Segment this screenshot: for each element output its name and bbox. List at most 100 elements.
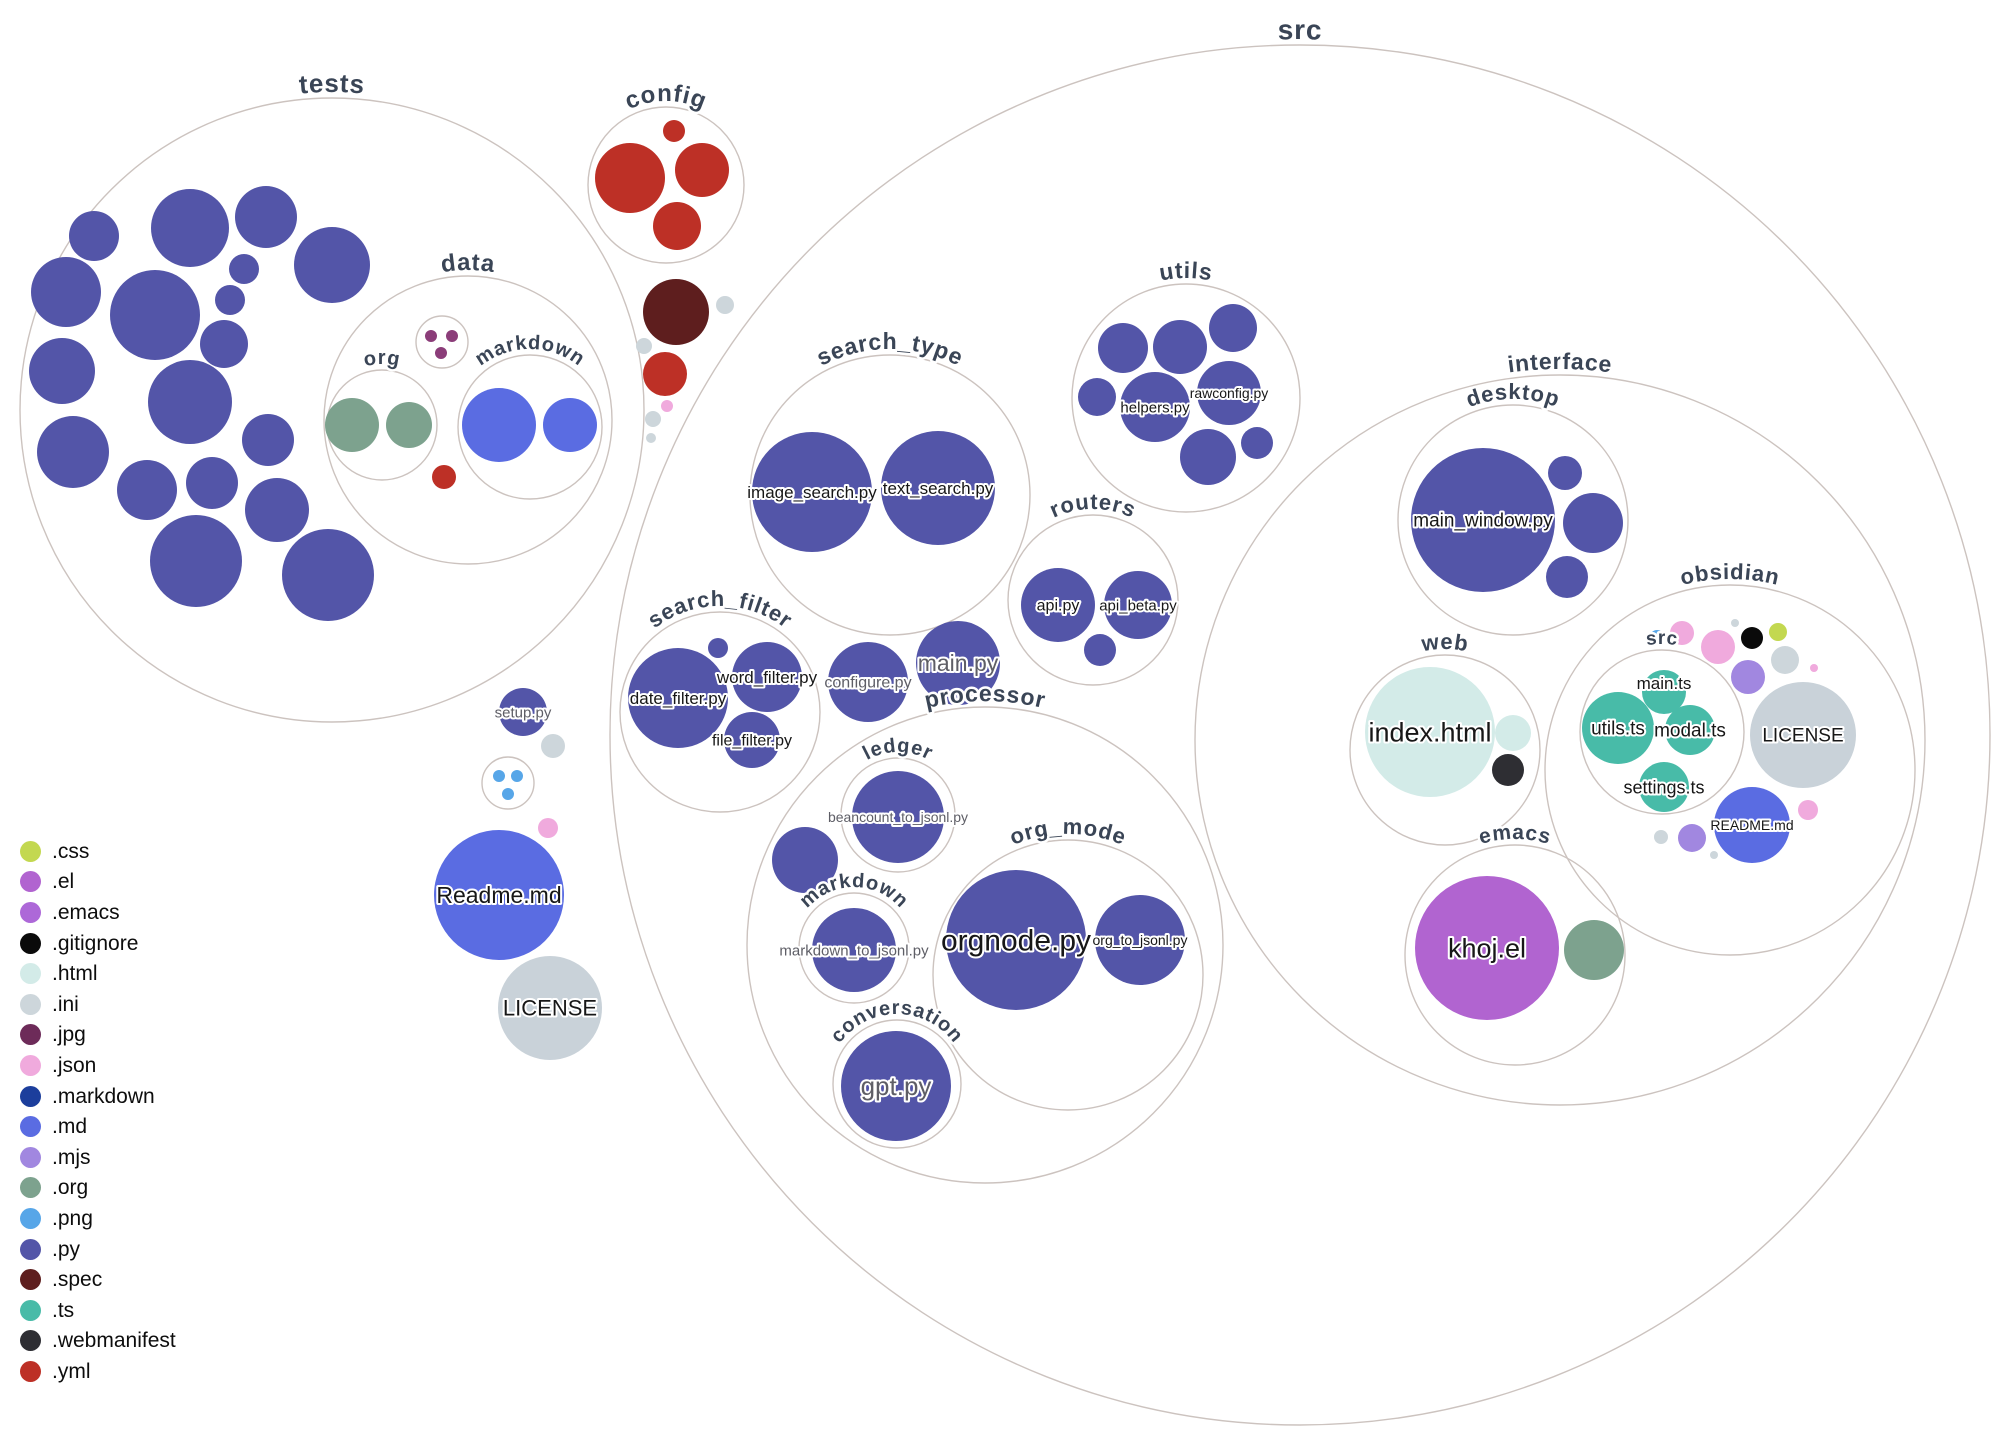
- file-api-py: [1021, 568, 1095, 642]
- folder-src: [609, 44, 1991, 1426]
- folder-label-utils: utils: [1157, 257, 1214, 286]
- folder-label-org_mode: org_mode: [1006, 814, 1130, 850]
- file-py-file: [117, 460, 177, 520]
- folder-label-web: web: [1419, 629, 1471, 656]
- file-py-file: [31, 257, 101, 327]
- file-json-file: [1810, 664, 1818, 672]
- file-setup-py: [499, 688, 547, 736]
- file-label-modal-ts: modal.ts: [1654, 721, 1726, 742]
- file-ini-file: [646, 433, 656, 443]
- folder-png-pack: [481, 756, 535, 810]
- file-ini-file: [645, 411, 661, 427]
- file-json-file: [1670, 621, 1694, 645]
- folder-tests: [19, 97, 645, 723]
- file-yml-file: [675, 143, 729, 197]
- file-jpg-file: [446, 330, 458, 342]
- file-labels: setup.py Readme.md LICENSE image_search.py t…: [434, 383, 1845, 1103]
- file-mjs-file: [1731, 660, 1765, 694]
- legend-item-yml: .yml: [20, 1356, 176, 1387]
- file-yml-file: [653, 202, 701, 250]
- file-png-file: [511, 770, 523, 782]
- legend-label-webmanifest: .webmanifest: [52, 1329, 176, 1353]
- legend-label-png: .png: [52, 1206, 93, 1230]
- file-py-file: [1180, 429, 1236, 485]
- file-label-api-py: api.py: [1037, 598, 1080, 615]
- file-ini-file: [1654, 830, 1668, 844]
- file-label-main-window-py: main_window.py: [1413, 511, 1553, 532]
- file-label-org-to-jsonl-py: org_to_jsonl.py: [1093, 932, 1188, 948]
- file-label-setup-py: setup.py: [495, 704, 552, 721]
- legend-swatch-webmanifest-icon: [20, 1330, 41, 1352]
- file-gitignore-file: [1741, 627, 1763, 649]
- file-py-file: [245, 478, 309, 542]
- file-label-readme-md: README.md: [1710, 817, 1793, 833]
- folder-config: [587, 106, 745, 264]
- file-py-file: [229, 254, 259, 284]
- folder-utils: [1071, 283, 1301, 513]
- legend-item-ts: .ts: [20, 1295, 176, 1326]
- file-api-beta-py: [1104, 571, 1172, 639]
- file-label-text-search-py: text_search.py: [883, 479, 994, 498]
- file-md-file: [462, 388, 536, 462]
- folder-search_type: [749, 354, 1031, 636]
- folder-label-config: config: [621, 80, 711, 115]
- file-py-file: [708, 638, 728, 658]
- legend-swatch-el-icon: [20, 871, 41, 893]
- file-py-file: [242, 414, 294, 466]
- file-label-orgnode-py: orgnode.py: [941, 925, 1091, 958]
- file-label-main-py: main.py: [918, 650, 999, 676]
- file-py-file: [37, 416, 109, 488]
- folder-ledger: [840, 757, 956, 873]
- file-label-license: LICENSE: [503, 996, 597, 1021]
- legend-item-html: .html: [20, 958, 176, 989]
- legend-label-jpg: .jpg: [52, 1023, 86, 1047]
- legend-swatch-emacs-icon: [20, 901, 41, 923]
- file-date-filter-py: [628, 648, 728, 748]
- file-yml-file: [432, 465, 456, 489]
- file-label-configure-py: configure.py: [824, 675, 911, 692]
- file-py-file: [1546, 556, 1588, 598]
- file-ini-file: [1731, 619, 1739, 627]
- file-label-beancount-to-jsonl-py: beancount_to_jsonl.py: [828, 809, 968, 825]
- file-mjs-file: [1678, 824, 1706, 852]
- file-khoj-el: [1415, 876, 1559, 1020]
- file-py-file: [150, 515, 242, 607]
- file-label-settings-ts: settings.ts: [1623, 777, 1704, 797]
- legend-label-ini: .ini: [52, 992, 79, 1016]
- folder-label-ledger: ledger: [859, 735, 936, 765]
- file-org-file: [1564, 920, 1624, 980]
- file-py-file: [1241, 427, 1273, 459]
- legend-label-emacs: .emacs: [52, 900, 120, 924]
- folder-jpg-pack: [415, 315, 469, 369]
- legend-label-el: .el: [52, 870, 75, 894]
- folder-label-src: src: [1277, 14, 1322, 45]
- file-label-word-filter-py: word_filter.py: [716, 668, 818, 687]
- file-py-file: [1548, 456, 1582, 490]
- legend-item-gitignore: .gitignore: [20, 928, 176, 959]
- folder-label-markdown-data: markdown: [471, 332, 589, 371]
- file-org-to-jsonl-py: [1095, 895, 1185, 985]
- legend-swatch-org-icon: [20, 1177, 41, 1199]
- folder-label-data: data: [439, 249, 497, 278]
- file-index-html: [1365, 667, 1495, 797]
- legend-swatch-md-icon: [20, 1116, 41, 1138]
- legend-item-mjs: .mjs: [20, 1142, 176, 1173]
- file-label-readme-md: Readme.md: [436, 882, 561, 908]
- legend-swatch-markdown-icon: [20, 1085, 41, 1107]
- folder-label-org: org: [362, 347, 402, 371]
- file-helpers-py: [1120, 372, 1190, 442]
- file-py-file: [1153, 320, 1207, 374]
- legend-swatch-ts-icon: [20, 1299, 41, 1321]
- legend-item-py: .py: [20, 1234, 176, 1265]
- legend-item-markdown: .markdown: [20, 1081, 176, 1112]
- file-jpg-file: [425, 330, 437, 342]
- legend-swatch-py-icon: [20, 1238, 41, 1260]
- file-md-file: [543, 398, 597, 452]
- file-gpt-py: [841, 1031, 951, 1141]
- legend-item-md: .md: [20, 1111, 176, 1142]
- folder-obsidian: [1544, 584, 1916, 956]
- legend-item-el: .el: [20, 867, 176, 898]
- legend-swatch-html-icon: [20, 963, 41, 985]
- file-readme-md: [434, 830, 564, 960]
